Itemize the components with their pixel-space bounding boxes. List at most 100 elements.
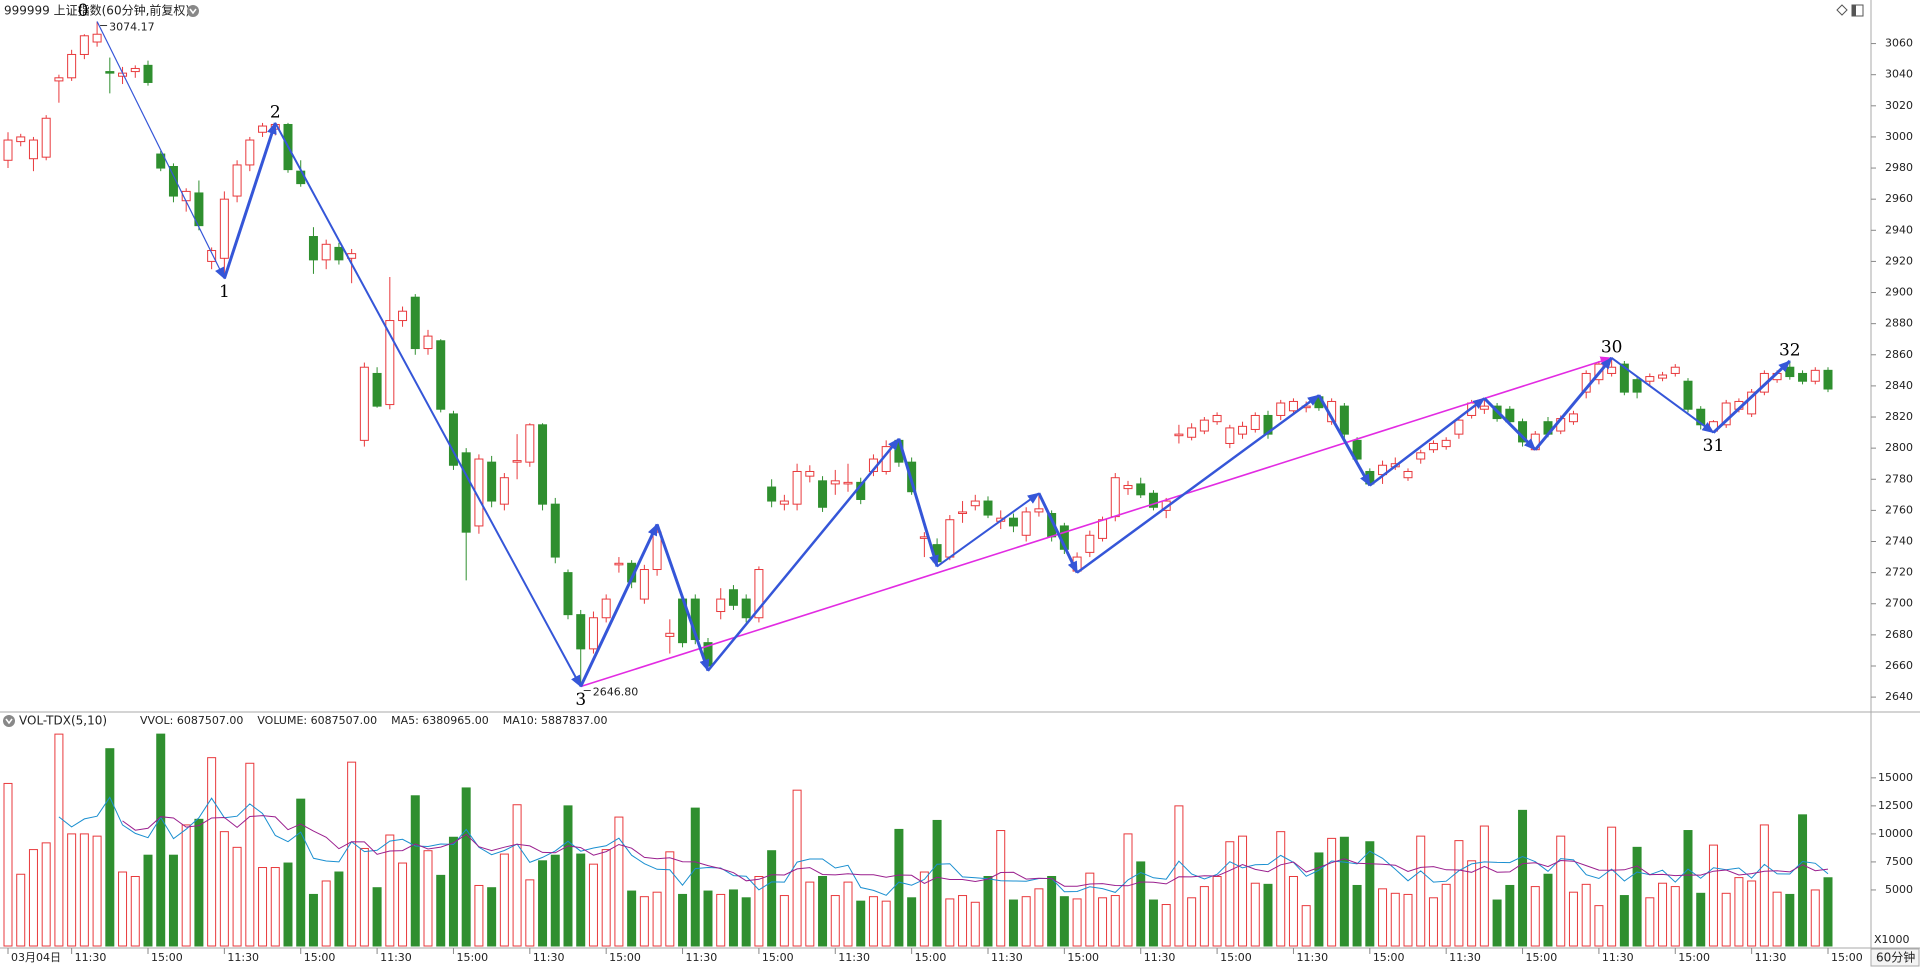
- x-tick-label: 11:30: [1144, 951, 1176, 964]
- wave-label: 0: [78, 1, 89, 21]
- volume-bar: [1174, 805, 1184, 947]
- volume-bar: [1670, 886, 1680, 947]
- wave-line: [1369, 397, 1486, 487]
- volume-bar: [1581, 883, 1591, 947]
- volume-bar: [1314, 852, 1324, 947]
- candle-body: [28, 139, 38, 160]
- volume-bar: [1798, 814, 1808, 947]
- x-tick-label: 15:00: [1526, 951, 1558, 964]
- candle-body: [1098, 519, 1108, 539]
- candle-body: [1785, 366, 1795, 378]
- candle-body: [3, 139, 13, 161]
- volume-bar: [576, 853, 586, 947]
- volume-bar: [601, 849, 611, 947]
- y-tick-label: 15000: [1878, 771, 1913, 784]
- volume-bar: [805, 881, 815, 947]
- y-tick-label: 2780: [1885, 472, 1913, 485]
- volume-bar: [347, 761, 357, 947]
- candle-body: [1263, 414, 1273, 435]
- volume-bar: [754, 875, 764, 947]
- volume-bar: [690, 807, 700, 947]
- y-tick-label: 2680: [1885, 628, 1913, 641]
- wave-label: 1: [219, 282, 230, 302]
- candle-body: [1174, 433, 1184, 437]
- candle-body: [79, 35, 89, 55]
- candle-body: [1696, 408, 1706, 426]
- volume-bar: [474, 884, 484, 947]
- period-box[interactable]: [1870, 948, 1920, 967]
- candle-body: [321, 243, 331, 261]
- volume-bar: [1161, 904, 1171, 947]
- volume-bar: [1008, 899, 1018, 947]
- volume-bar: [665, 851, 675, 947]
- volume-bar: [130, 875, 140, 947]
- volume-bar: [118, 871, 128, 947]
- y-tick-label: 2740: [1885, 535, 1913, 548]
- candle-body: [1607, 366, 1617, 374]
- volume-bar: [563, 805, 573, 947]
- y-tick-label: 2760: [1885, 503, 1913, 516]
- volume-bar: [372, 887, 382, 947]
- volume-bar: [894, 828, 904, 947]
- volume-bar: [538, 860, 548, 947]
- volume-bar: [1365, 841, 1375, 947]
- y-tick-label: 3020: [1885, 99, 1913, 112]
- x-tick-label: 15:00: [609, 951, 641, 964]
- volume-bar: [818, 875, 828, 947]
- volume-bar: [461, 787, 471, 947]
- candle-body: [1428, 442, 1438, 451]
- vol-menu-icon[interactable]: [3, 715, 15, 727]
- x-tick-label: 15:00: [915, 951, 947, 964]
- candle-body: [232, 164, 242, 197]
- x-tick-label: 15:00: [1678, 951, 1710, 964]
- candle-body: [538, 424, 548, 505]
- volume-bar: [1543, 873, 1553, 947]
- wave-line: [655, 523, 710, 672]
- volume-bar: [270, 867, 280, 947]
- volume-bar: [1352, 884, 1362, 947]
- candle-body: [1148, 492, 1158, 508]
- volume-bar: [1454, 840, 1464, 947]
- volume-bar: [423, 850, 433, 947]
- x-tick-label: 03月04日: [11, 951, 61, 964]
- volume-bar: [1136, 861, 1146, 947]
- candle-body: [792, 470, 802, 505]
- volume-bar: [359, 847, 369, 947]
- candle-body: [436, 340, 446, 410]
- ma5-line: [58, 796, 1829, 896]
- volume-bar: [1301, 905, 1311, 947]
- x-tick-label: 15:00: [1220, 951, 1252, 964]
- y-tick-label: 2960: [1885, 192, 1913, 205]
- candle-body: [614, 562, 624, 566]
- x-tick-label: 15:00: [1067, 951, 1099, 964]
- candle-body: [54, 77, 64, 82]
- candle-body: [1085, 534, 1095, 553]
- candle-body: [359, 366, 369, 441]
- indicator-label: VVOL: 6087507.00: [140, 714, 243, 727]
- volume-bar: [1047, 875, 1057, 947]
- y-tick-label: 2800: [1885, 441, 1913, 454]
- volume-bar: [830, 895, 840, 947]
- candle-body: [1505, 408, 1515, 423]
- wave-line: [1712, 359, 1791, 434]
- volume-title: VOL-TDX(5,10): [19, 714, 107, 728]
- candle-body: [1798, 372, 1808, 382]
- volume-bar: [1632, 846, 1642, 947]
- candle-body: [945, 519, 955, 558]
- volume-bar: [1034, 888, 1044, 947]
- diamond-icon[interactable]: [1836, 4, 1848, 16]
- candle-body: [1403, 470, 1413, 479]
- candle-body: [1110, 477, 1120, 518]
- candle-body: [448, 413, 458, 466]
- candle-body: [728, 589, 738, 606]
- volume-bar: [1594, 905, 1604, 947]
- menu-icon[interactable]: [187, 5, 199, 17]
- candle-body: [41, 117, 51, 158]
- candle-body: [563, 572, 573, 616]
- period-label[interactable]: 60分钟: [1876, 950, 1915, 965]
- volume-bar: [1747, 880, 1757, 947]
- volume-bar: [194, 818, 204, 947]
- y-tick-label: 10000: [1878, 827, 1913, 840]
- volume-bar: [970, 901, 980, 947]
